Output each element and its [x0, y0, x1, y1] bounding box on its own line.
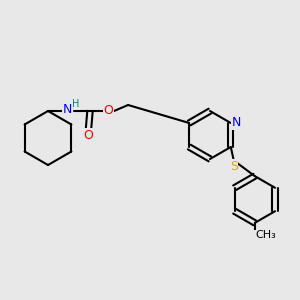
Text: H: H — [72, 99, 80, 110]
Text: O: O — [84, 129, 93, 142]
Text: S: S — [230, 160, 238, 173]
Text: O: O — [104, 104, 113, 118]
Text: N: N — [232, 116, 242, 130]
Text: N: N — [63, 103, 72, 116]
Text: CH₃: CH₃ — [255, 230, 276, 241]
